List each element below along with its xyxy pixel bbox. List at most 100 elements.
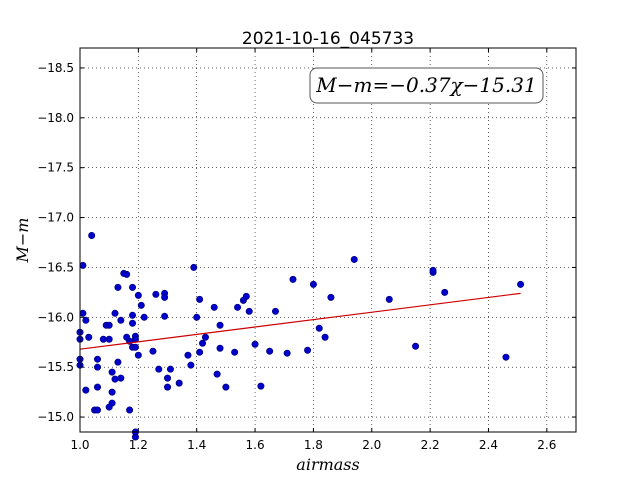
data-point	[429, 266, 437, 274]
data-point	[187, 361, 195, 369]
data-point	[134, 291, 142, 299]
data-point	[155, 365, 163, 373]
x-tick-label: 1.4	[187, 438, 206, 452]
data-point	[140, 313, 148, 321]
data-point	[105, 335, 113, 343]
data-point	[199, 339, 207, 347]
data-point	[257, 382, 265, 390]
y-axis-ticks: −15.0 −15.5 −16.0 −16.5 −17.0 −17.5 −18.0 −18.5	[37, 61, 576, 424]
data-point	[108, 399, 116, 407]
data-point	[216, 344, 224, 352]
data-point	[266, 347, 274, 355]
data-point	[175, 379, 183, 387]
data-point	[315, 324, 323, 332]
x-axis-label: airmass	[296, 455, 359, 474]
data-point	[321, 333, 329, 341]
data-point	[222, 383, 230, 391]
data-point	[105, 321, 113, 329]
data-point	[350, 255, 358, 263]
y-tick-label: −18.5	[37, 61, 74, 75]
data-point	[85, 333, 93, 341]
data-point	[114, 358, 122, 366]
data-point	[245, 307, 253, 315]
data-point	[82, 386, 90, 394]
data-point	[385, 295, 393, 303]
y-tick-label: −15.0	[37, 410, 74, 424]
data-point	[166, 365, 174, 373]
data-point	[126, 406, 134, 414]
fit-line	[79, 292, 521, 350]
data-point	[94, 355, 102, 363]
x-tick-label: 1.6	[246, 438, 265, 452]
y-tick-label: −17.5	[37, 161, 74, 175]
data-point	[196, 295, 204, 303]
data-point	[216, 321, 224, 329]
data-point	[108, 368, 116, 376]
data-point	[111, 375, 119, 383]
data-point	[94, 363, 102, 371]
data-point	[196, 348, 204, 356]
data-point	[79, 261, 87, 269]
y-tick-label: −17.0	[37, 211, 74, 225]
data-point	[88, 232, 96, 240]
data-point	[441, 288, 449, 296]
data-point	[129, 319, 137, 327]
data-point	[164, 374, 172, 382]
plot-area	[80, 48, 576, 432]
data-point	[283, 349, 291, 357]
data-point	[82, 316, 90, 324]
data-point	[108, 388, 116, 396]
data-point	[134, 351, 142, 359]
x-tick-label: 2.6	[537, 438, 556, 452]
y-tick-label: −15.5	[37, 360, 74, 374]
data-point	[131, 343, 139, 351]
x-axis-ticks: 1.0 1.2 1.4 1.6 1.8 2.0 2.2 2.4 2.6	[70, 48, 556, 452]
y-tick-label: −18.0	[37, 111, 74, 125]
x-tick-label: 2.0	[362, 438, 381, 452]
data-point	[161, 312, 169, 320]
y-axis-label: M−m	[13, 218, 32, 264]
x-tick-label: 2.4	[479, 438, 498, 452]
data-points	[76, 232, 525, 441]
data-point	[111, 309, 119, 317]
x-tick-label: 1.0	[70, 438, 89, 452]
data-point	[231, 348, 239, 356]
data-point	[304, 346, 312, 354]
data-point	[164, 383, 172, 391]
data-point	[213, 370, 221, 378]
data-point	[99, 335, 107, 343]
data-point	[271, 307, 279, 315]
data-point	[161, 293, 169, 301]
data-point	[201, 333, 209, 341]
data-point	[412, 342, 420, 350]
data-point	[129, 311, 137, 319]
data-point	[251, 340, 259, 348]
data-point	[123, 270, 131, 278]
y-tick-label: −16.0	[37, 310, 74, 324]
data-point	[79, 309, 87, 317]
data-point	[327, 293, 335, 301]
data-point	[94, 406, 102, 414]
data-point	[309, 280, 317, 288]
fit-equation: M−m=−0.37χ−15.31	[315, 73, 536, 97]
plot-frame	[79, 47, 577, 433]
annotation-box: M−m=−0.37χ−15.31	[309, 67, 544, 104]
data-point	[129, 283, 137, 291]
x-tick-label: 1.8	[304, 438, 323, 452]
data-point	[149, 347, 157, 355]
data-point	[234, 303, 242, 311]
data-point	[517, 280, 525, 288]
x-tick-label: 1.2	[129, 438, 148, 452]
data-point	[94, 383, 102, 391]
y-tick-label: −16.5	[37, 260, 74, 274]
data-point	[502, 353, 510, 361]
data-point	[184, 351, 192, 359]
chart-title: 2021-10-16_045733	[242, 29, 414, 49]
data-point	[210, 303, 218, 311]
data-point	[152, 290, 160, 298]
data-point	[114, 283, 122, 291]
data-point	[193, 313, 201, 321]
data-point	[289, 275, 297, 283]
x-tick-label: 2.2	[421, 438, 440, 452]
